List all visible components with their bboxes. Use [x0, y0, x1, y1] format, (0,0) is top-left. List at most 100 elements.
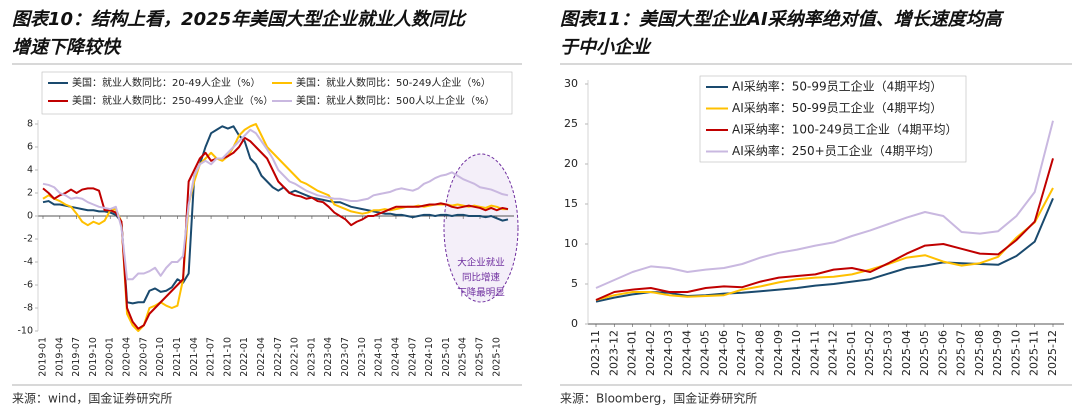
x-tick-label: 2025-07 — [474, 337, 485, 377]
x-tick-label: 2019-07 — [71, 337, 82, 377]
x-tick-label: 2023-04 — [323, 337, 334, 377]
x-tick-label: 2022-04 — [256, 337, 267, 377]
x-tick-label: 2024-07 — [735, 330, 748, 376]
series-line — [42, 128, 509, 281]
x-tick-label: 2024-07 — [407, 337, 418, 377]
y-tick-label: -6 — [24, 280, 33, 291]
x-tick-label: 2024-10 — [424, 337, 435, 377]
x-tick-label: 2025-02 — [863, 330, 876, 376]
legend-box — [41, 71, 513, 115]
x-tick-label: 2024-10 — [790, 330, 803, 376]
x-tick-label: 2023-07 — [340, 337, 351, 377]
legend-label: AI采纳率：50-99员工企业（4期平均） — [732, 79, 942, 94]
x-tick-label: 2022-10 — [290, 337, 301, 377]
x-tick-label: 2024-06 — [717, 330, 730, 376]
y-tick-label: 5 — [571, 277, 578, 290]
series-line — [42, 136, 509, 330]
x-tick-label: 2023-01 — [306, 337, 317, 377]
y-tick-label: 2 — [27, 188, 33, 199]
legend-label: AI采纳率：50-99员工企业（4期平均） — [732, 100, 942, 115]
series-line — [595, 158, 1054, 301]
x-tick-label: 2023-10 — [357, 337, 368, 377]
x-tick-label: 2025-06 — [936, 330, 949, 376]
series-line — [595, 198, 1054, 303]
y-tick-label: 30 — [564, 77, 578, 90]
x-tick-label: 2020-10 — [155, 337, 166, 377]
y-tick-label: 6 — [27, 142, 33, 153]
x-tick-label: 2021-04 — [189, 337, 200, 377]
legend-label: 美国：就业人数同比：250-499人企业（%） — [72, 94, 273, 107]
series-line — [42, 123, 508, 332]
x-tick-label: 2025-04 — [900, 330, 913, 376]
source: 来源：wind，国金证券研究所 — [12, 391, 172, 406]
x-tick-label: 2024-01 — [374, 337, 385, 377]
x-tick-label: 2025-07 — [955, 330, 968, 376]
x-tick-label: 2025-04 — [458, 337, 469, 377]
x-tick-label: 2024-05 — [699, 330, 712, 376]
x-tick-label: 2025-08 — [973, 330, 986, 376]
x-tick-label: 2021-07 — [206, 337, 217, 377]
x-tick-label: 2025-12 — [1046, 330, 1059, 376]
x-tick-label: 2024-02 — [644, 330, 657, 376]
y-tick-label: 15 — [564, 197, 578, 210]
series-line — [595, 187, 1054, 301]
x-tick-label: 2024-08 — [754, 330, 767, 376]
annotation: 大企业就业 — [457, 257, 505, 269]
x-tick-label: 2025-09 — [991, 330, 1004, 376]
y-tick-label: 20 — [564, 157, 578, 170]
y-tick-label: 4 — [27, 165, 33, 176]
y-tick-label: -8 — [24, 303, 33, 314]
annotation: 下降最明显 — [457, 287, 505, 299]
x-tick-label: 2024-09 — [772, 330, 785, 376]
x-tick-label: 2025-11 — [1028, 330, 1041, 376]
legend-label: 美国：就业人数同比：500人以上企业（%） — [296, 94, 495, 107]
x-tick-label: 2020-07 — [138, 337, 149, 377]
x-tick-label: 2025-05 — [918, 330, 931, 376]
x-tick-label: 2019-10 — [88, 337, 99, 377]
x-tick-label: 2025-10 — [1009, 330, 1022, 376]
annotation-ellipse — [443, 153, 519, 303]
x-tick-label: 2023-12 — [607, 330, 620, 376]
x-tick-label: 2022-01 — [239, 337, 250, 377]
x-tick-label: 2025-01 — [441, 337, 452, 377]
annotation: 同比增速 — [462, 272, 501, 284]
x-tick-label: 2022-07 — [273, 337, 284, 377]
series-line — [42, 125, 509, 305]
legend-label: 美国：就业人数同比：50-249人企业（%） — [296, 76, 491, 89]
x-tick-label: 2024-04 — [390, 337, 401, 377]
chart-title: 图表11：美国大型企业AI采纳率绝对值、增长速度均高 — [560, 9, 1005, 30]
y-tick-label: -10 — [17, 326, 33, 337]
chart-title: 图表10：结构上看，2025年美国大型企业就业人数同比 — [12, 9, 467, 30]
x-tick-label: 2024-03 — [662, 330, 675, 376]
x-tick-label: 2021-10 — [222, 337, 233, 377]
chart-title: 增速下降较快 — [12, 37, 122, 58]
x-tick-label: 2019-04 — [54, 337, 65, 377]
y-tick-label: -4 — [24, 257, 33, 268]
x-tick-label: 2024-12 — [827, 330, 840, 376]
legend-label: 美国：就业人数同比：20-49人企业（%） — [72, 76, 261, 89]
x-tick-label: 2025-10 — [491, 337, 502, 377]
x-tick-label: 2020-04 — [122, 337, 133, 377]
series-line — [595, 120, 1054, 289]
source: 来源：Bloomberg，国金证券研究所 — [560, 391, 757, 406]
x-tick-label: 2024-04 — [680, 330, 693, 376]
x-tick-label: 2019-01 — [38, 337, 49, 377]
x-tick-label: 2025-03 — [881, 330, 894, 376]
y-tick-label: 0 — [571, 317, 578, 330]
legend-label: AI采纳率：250+员工企业（4期平均） — [732, 143, 940, 158]
chart-title: 于中小企业 — [560, 37, 652, 58]
legend-box — [699, 75, 967, 163]
y-tick-label: 25 — [564, 117, 578, 130]
y-tick-label: -2 — [24, 234, 33, 245]
x-tick-label: 2023-11 — [589, 330, 602, 376]
y-tick-label: 0 — [27, 211, 33, 222]
legend-label: AI采纳率：100-249员工企业（4期平均） — [732, 122, 958, 137]
x-tick-label: 2025-01 — [845, 330, 858, 376]
x-tick-label: 2021-01 — [172, 337, 183, 377]
y-tick-label: 8 — [27, 119, 33, 130]
y-tick-label: 10 — [564, 237, 578, 250]
x-tick-label: 2024-11 — [808, 330, 821, 376]
x-tick-label: 2020-01 — [105, 337, 116, 377]
x-tick-label: 2024-01 — [626, 330, 639, 376]
